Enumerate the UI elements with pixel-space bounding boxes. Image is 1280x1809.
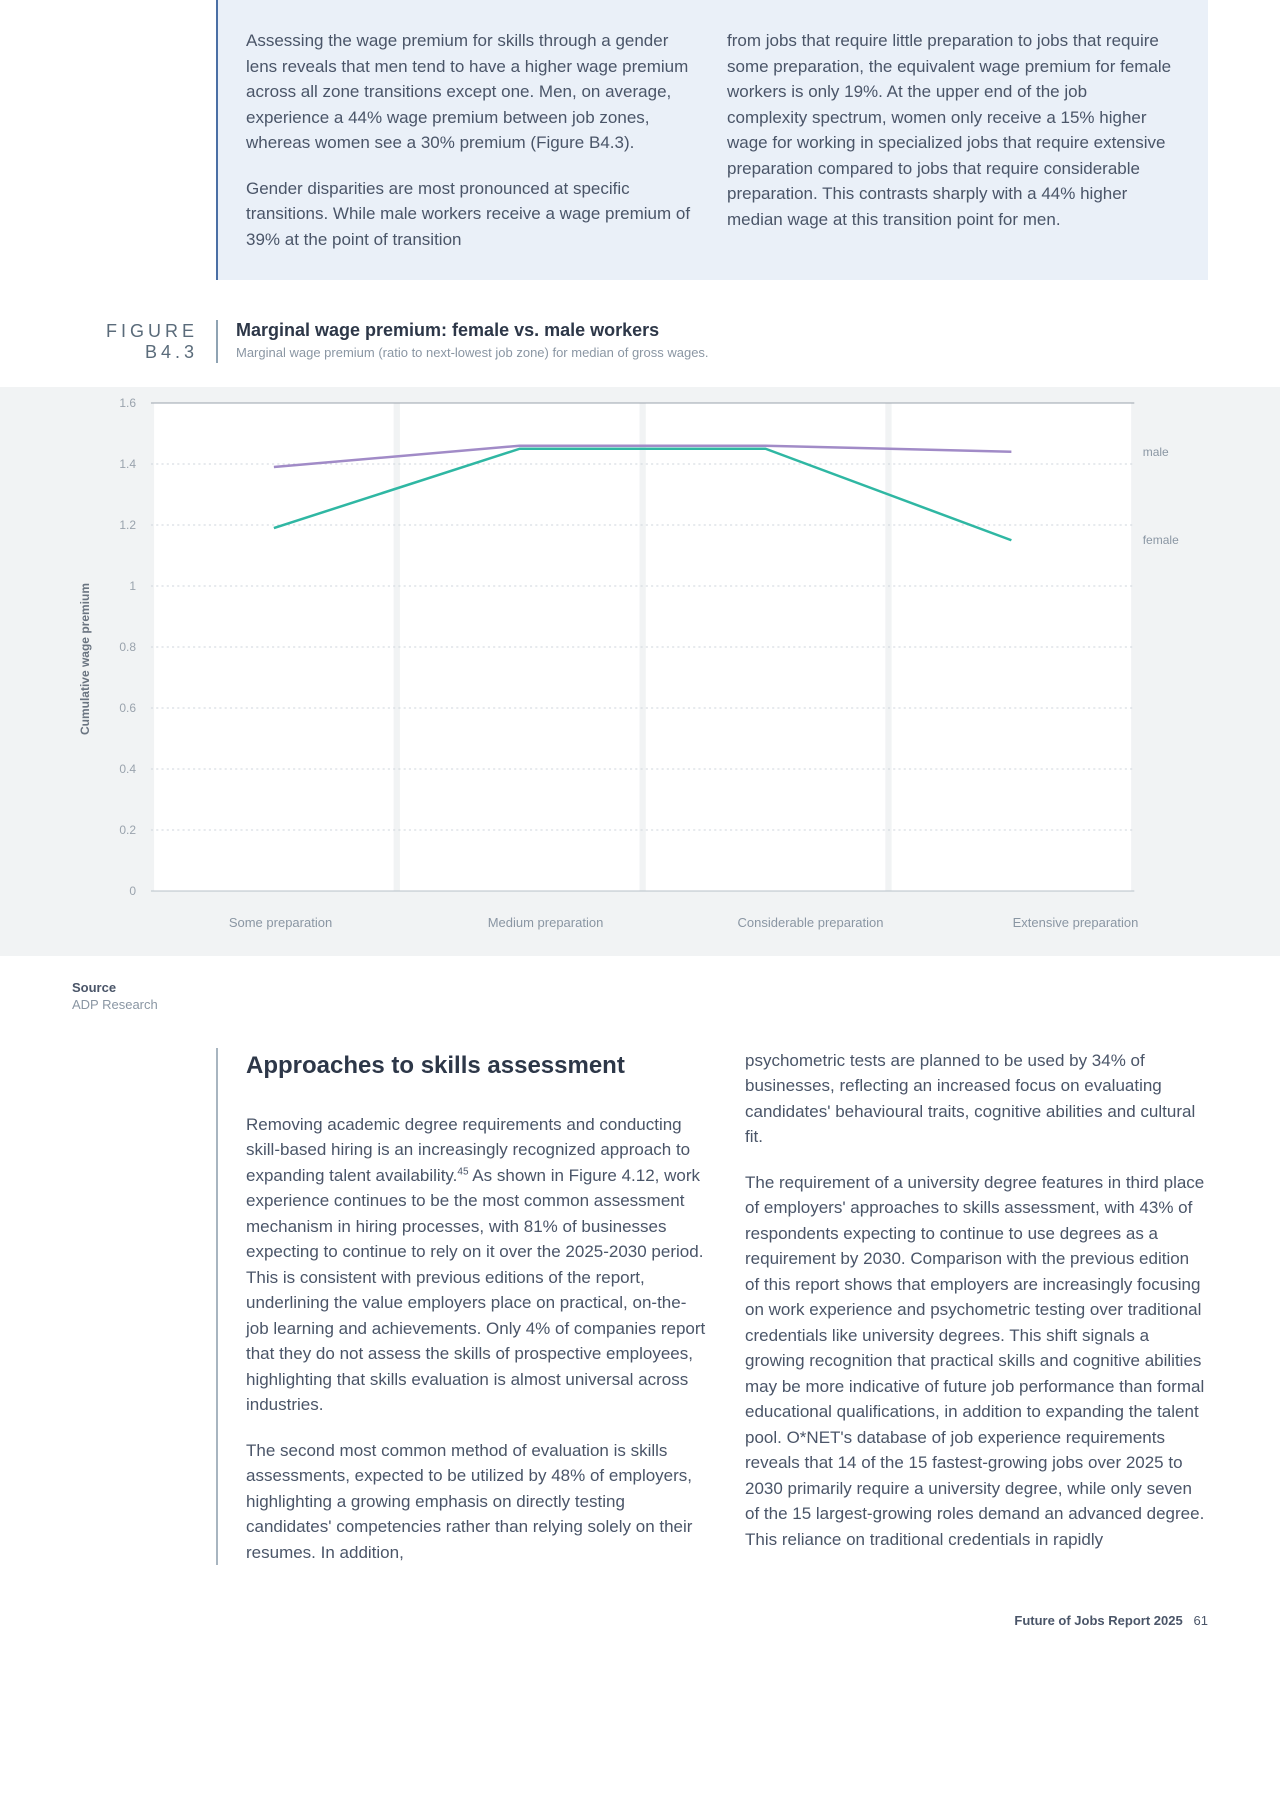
callout-box: Assessing the wage premium for skills th… [216,0,1208,280]
callout-right: from jobs that require little preparatio… [727,28,1172,252]
chart-plot: 00.20.40.60.811.21.41.6 malefemale [92,387,1208,907]
page-footer: Future of Jobs Report 2025 61 [72,1613,1208,1628]
body-left-p1b: As shown in Figure 4.12, work experience… [246,1166,705,1415]
callout-left-p2: Gender disparities are most pronounced a… [246,176,691,253]
figure-label: FIGURE B4.3 [72,320,198,363]
body-right-p2: The requirement of a university degree f… [745,1170,1208,1553]
body-left-p2: The second most common method of evaluat… [246,1438,709,1566]
x-tick-label: Some preparation [148,915,413,932]
body-right-col: psychometric tests are planned to be use… [745,1048,1208,1566]
footer-page: 61 [1194,1613,1208,1628]
source-heading: Source [72,980,1208,995]
x-tick-label: Extensive preparation [943,915,1208,932]
source-block: Source ADP Research [72,980,1208,1012]
callout-left: Assessing the wage premium for skills th… [246,28,691,252]
x-tick-label: Medium preparation [413,915,678,932]
body-left-p1: Removing academic degree requirements an… [246,1112,709,1418]
series-label: male [1143,445,1169,459]
section-heading: Approaches to skills assessment [246,1048,709,1084]
body-section: Approaches to skills assessment Removing… [216,1048,1208,1566]
callout-right-p1: from jobs that require little preparatio… [727,28,1172,232]
x-tick-label: Considerable preparation [678,915,943,932]
chart-container: Cumulative wage premium 00.20.40.60.811.… [0,387,1280,956]
footer-title: Future of Jobs Report 2025 [1014,1613,1182,1628]
body-left-col: Approaches to skills assessment Removing… [246,1048,709,1566]
figure-title: Marginal wage premium: female vs. male w… [236,320,1208,341]
y-axis-title: Cumulative wage premium [72,583,92,735]
footnote-ref: 45 [457,1166,468,1177]
figure-divider [216,320,218,363]
callout-left-p1: Assessing the wage premium for skills th… [246,28,691,156]
series-label: female [1143,533,1179,547]
body-right-p1: psychometric tests are planned to be use… [745,1048,1208,1150]
x-axis-labels: Some preparationMedium preparationConsid… [148,915,1208,932]
figure-subtitle: Marginal wage premium (ratio to next-low… [236,345,1208,360]
source-text: ADP Research [72,997,1208,1012]
figure-header: FIGURE B4.3 Marginal wage premium: femal… [72,320,1208,363]
